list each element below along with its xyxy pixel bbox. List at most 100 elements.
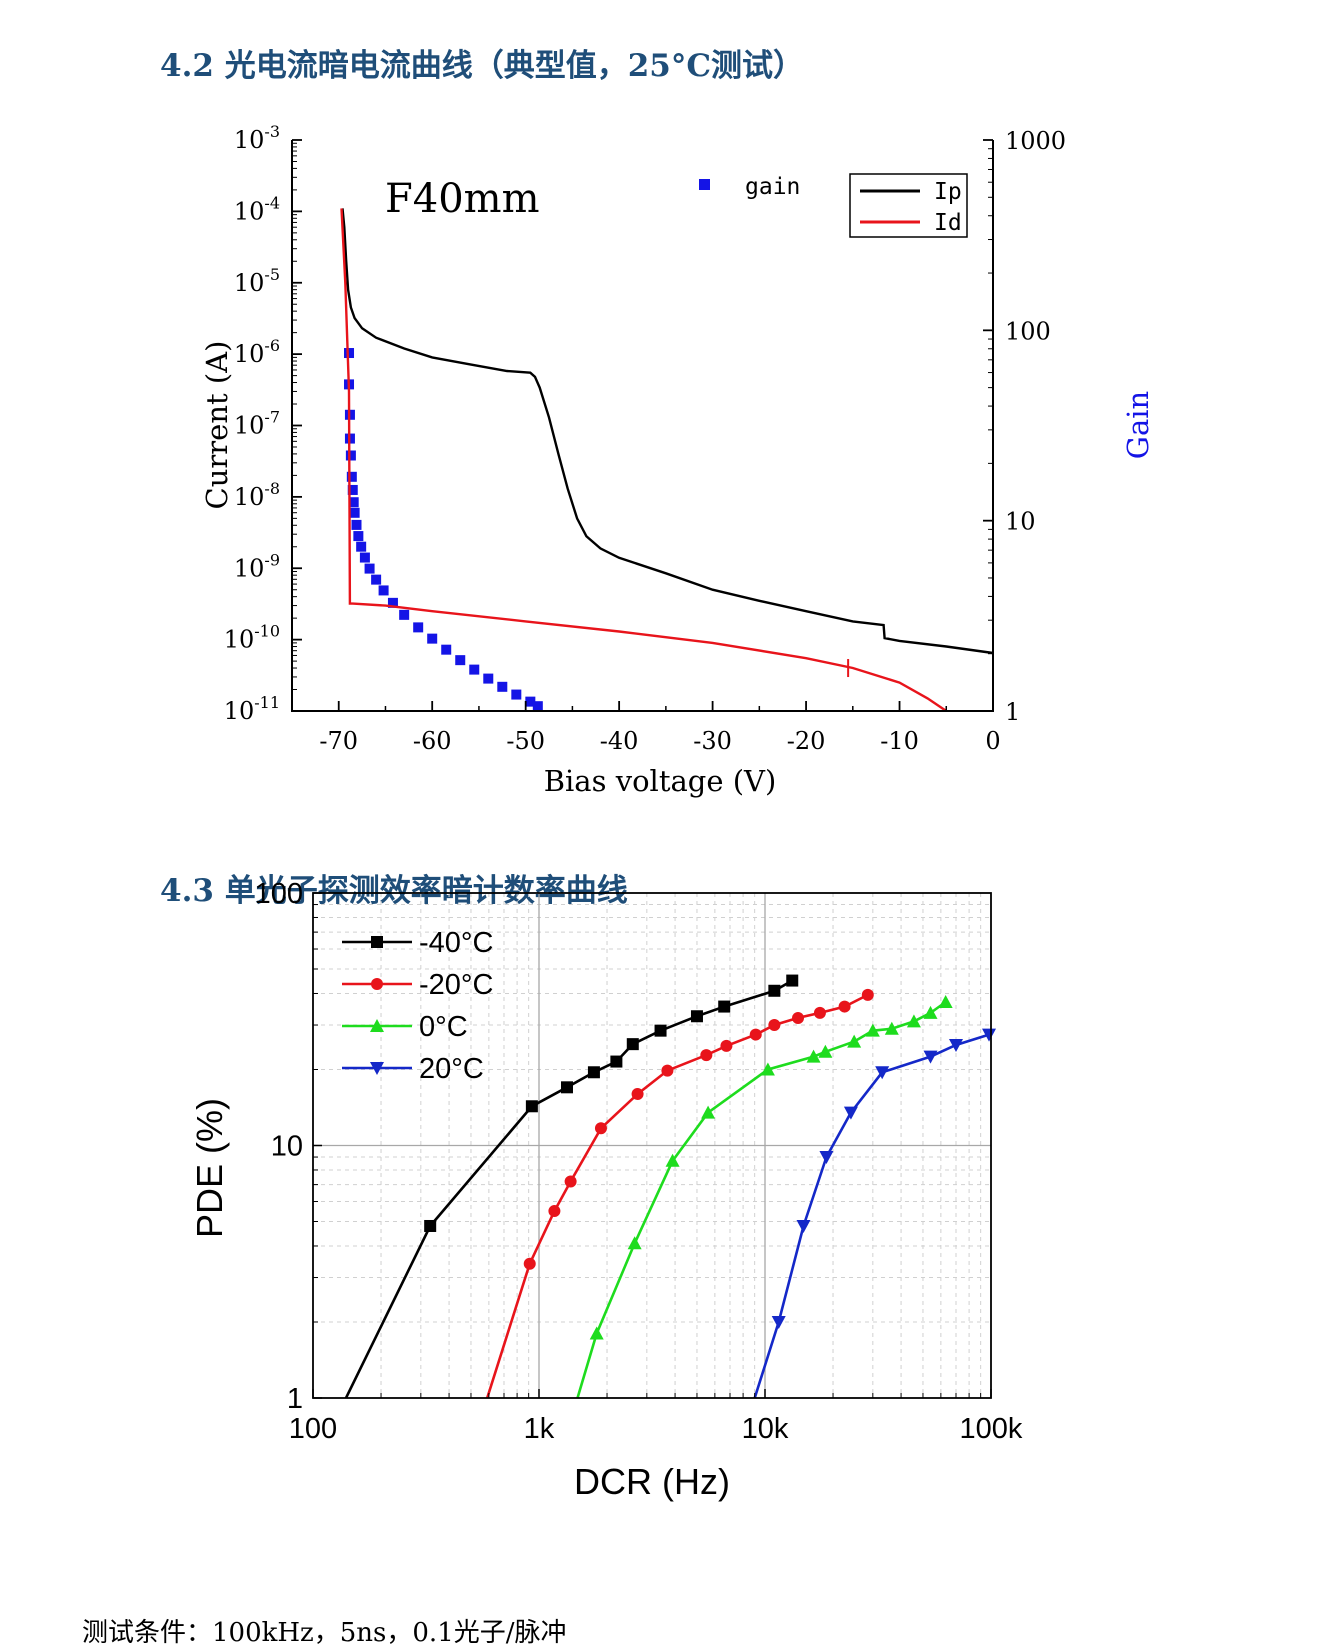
gain-point [351,519,362,530]
y-tick-label: 10-5 [234,265,280,297]
section-heading-4-3: 4.3 单光子探测效率暗计数率曲线 [160,873,628,909]
x-tick-label: -70 [319,727,358,755]
gain-point [511,689,522,700]
gain-point [399,609,410,620]
y2-axis-label: Gain [1121,391,1155,459]
x-tick-label: -40 [600,727,639,755]
x-tick-label: -30 [693,727,732,755]
data-point [982,1028,997,1042]
data-point [589,1326,604,1340]
x-tick-label: -50 [506,727,545,755]
data-point [661,1064,674,1077]
c1-legend: gain Ip Id [699,173,968,238]
legend-label-gain: gain [745,174,800,200]
data-point [796,1219,811,1233]
data-point [819,1151,834,1165]
legend-marker [370,1062,384,1075]
gain-point [346,471,357,482]
data-point [923,1050,938,1064]
y-tick-label: 100 [255,878,303,910]
data-point [654,1024,667,1037]
data-point [838,1000,851,1013]
legend-label: 20°C [419,1053,484,1085]
gain-point [497,681,508,692]
gain-point [532,701,543,712]
gain-point [347,484,358,495]
x-tick-label: 100 [289,1413,337,1445]
x-tick-label: -60 [413,727,452,755]
y-tick-label: 1 [287,1383,303,1415]
gain-point [344,348,355,359]
gain-point [427,633,438,644]
y2-tick-label: 100 [1005,317,1051,345]
data-point [690,1010,703,1023]
gain-point [371,574,382,585]
y-tick-label: 10-10 [224,622,280,654]
gain-point [387,597,398,608]
y-tick-label: 10 [271,1131,303,1163]
y-tick-label: 10-9 [234,550,280,582]
data-point [768,1019,781,1032]
data-point [560,1081,573,1094]
data-point [813,1006,826,1019]
y2-tick-label: 1 [1005,698,1020,726]
data-point [626,1038,639,1051]
data-point [564,1175,577,1188]
data-point [865,1023,880,1037]
gain-point [378,585,389,596]
x-axis-label: Bias voltage (V) [544,764,777,798]
data-point [875,1066,890,1080]
legend-label-id: Id [934,210,962,236]
data-point [594,1122,607,1135]
x-tick-label: -20 [787,727,826,755]
c2-legend: -40°C -20°C 0°C 20°C [342,927,493,1085]
x-tick-label: 10k [742,1413,789,1445]
x-axis-label: DCR (Hz) [574,1461,730,1502]
y-axis-label: PDE (%) [189,1098,230,1238]
gain-point [353,531,364,542]
data-point [720,1039,733,1052]
chart-annotation: F40mm [385,176,540,222]
gain-point [525,696,536,707]
data-point [587,1066,600,1079]
data-point [948,1039,963,1053]
y-tick-label: 10-3 [234,122,280,154]
y2-tick-label: 1000 [1005,127,1066,155]
data-point [523,1257,536,1270]
y-tick-label: 10-6 [234,336,280,368]
y-tick-label: 10-7 [234,408,280,440]
c1-axes: -70 -60 -50 -40 -30 -20 -10 0 10-3 10-4 10-5 10-6 10… [200,122,1155,798]
data-point [718,1000,731,1013]
data-point [843,1106,858,1120]
y-tick-label: 10-11 [224,693,280,725]
c2-axes: 100 1k 10k 100k 100 10 1 DCR (Hz) PDE (%) [189,878,1023,1502]
legend-marker-gain [699,179,710,190]
legend-label: -40°C [419,927,493,959]
series-line-0 [344,979,793,1399]
gain-point [364,563,375,574]
data-point [631,1087,644,1100]
data-point [861,988,874,1001]
c2-grid [313,893,991,1398]
series-line-id [340,208,947,712]
data-point [627,1236,642,1250]
data-point [792,1011,805,1024]
legend-marker [371,936,383,948]
data-point [548,1205,561,1218]
photocurrent-dark-current-chart: -70 -60 -50 -40 -30 -20 -10 0 10-3 10-4 10-5 10-6 10… [200,122,1155,798]
data-point [760,1062,775,1076]
data-point [768,984,781,997]
gain-point [349,507,360,518]
data-point [818,1044,833,1058]
data-point [525,1100,538,1113]
gain-point [483,673,494,684]
data-point [938,995,953,1009]
data-point [424,1219,437,1232]
gain-point [469,664,480,675]
legend-label: 0°C [419,1011,468,1043]
series-line-2 [576,1000,947,1399]
y-tick-label: 10-8 [234,479,280,511]
gain-point [345,450,356,461]
gain-point [413,622,424,633]
data-point [771,1315,786,1329]
